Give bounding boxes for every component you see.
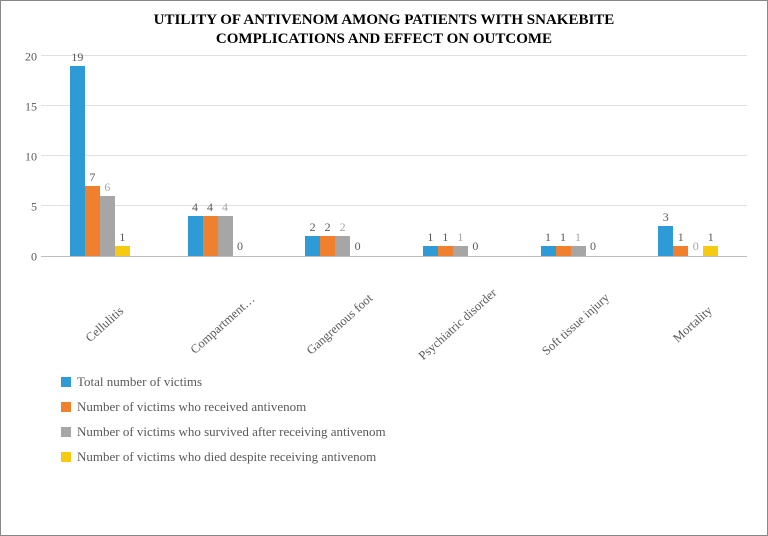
legend-item: Number of victims who survived after rec… [61,424,747,440]
bar: 0 [586,255,601,256]
bar: 2 [335,236,350,256]
bar-value-label: 4 [192,200,198,215]
bar-group: 1110 [394,57,512,256]
bar-value-label: 1 [708,230,714,245]
bar-value-label: 2 [310,220,316,235]
bar-value-label: 2 [325,220,331,235]
bar-value-label: 1 [560,230,566,245]
legend-swatch [61,377,71,387]
bar: 0 [233,255,248,256]
legend-label: Total number of victims [77,374,202,390]
bar-group: 4440 [159,57,277,256]
y-tick: 20 [25,49,37,64]
bar-value-label: 0 [237,239,243,254]
legend-swatch [61,452,71,462]
bar: 1 [453,246,468,256]
y-axis: 05101520 [11,57,41,257]
bar: 19 [70,66,85,256]
bar-value-label: 4 [222,200,228,215]
bar: 1 [541,246,556,256]
bar-value-label: 6 [104,180,110,195]
bar-group: 1110 [512,57,630,256]
legend-label: Number of victims who received antivenom [77,399,306,415]
bar: 2 [320,236,335,256]
bar-value-label: 1 [457,230,463,245]
x-axis-label: Cellulitis [56,279,153,369]
chart-title: UTILITY OF ANTIVENOM AMONG PATIENTS WITH… [1,1,767,53]
x-axis-label: Mortality [644,279,741,369]
bar-value-label: 19 [71,50,83,65]
bar: 1 [115,246,130,256]
x-axis-label: Compartment… [174,279,271,369]
x-axis-label: Psychiatric disorder [409,279,506,369]
bar-value-label: 3 [663,210,669,225]
chart-frame: UTILITY OF ANTIVENOM AMONG PATIENTS WITH… [0,0,768,536]
plot-wrap: 05101520 1976144402220111011103101 [41,57,747,257]
bar-value-label: 7 [89,170,95,185]
bar-value-label: 1 [545,230,551,245]
bar: 0 [468,255,483,256]
bar-value-label: 0 [693,239,699,254]
bar-group: 19761 [41,57,159,256]
bar: 7 [85,186,100,256]
bar: 0 [350,255,365,256]
legend-label: Number of victims who died despite recei… [77,449,376,465]
legend-item: Total number of victims [61,374,747,390]
x-axis-label: Soft tissue injury [527,279,624,369]
legend-item: Number of victims who received antivenom [61,399,747,415]
bar-value-label: 0 [355,239,361,254]
bar-value-label: 1 [427,230,433,245]
bar-value-label: 4 [207,200,213,215]
bar: 2 [305,236,320,256]
gridline [41,55,747,56]
bar: 1 [673,246,688,256]
bar-value-label: 1 [442,230,448,245]
y-tick: 5 [31,199,37,214]
bar-value-label: 2 [340,220,346,235]
bar: 1 [438,246,453,256]
bar: 4 [188,216,203,256]
bar: 1 [423,246,438,256]
legend: Total number of victims Number of victims… [61,374,747,465]
bar: 4 [218,216,233,256]
bar: 1 [571,246,586,256]
bar-value-label: 1 [575,230,581,245]
bar: 1 [703,246,718,256]
title-line: UTILITY OF ANTIVENOM AMONG PATIENTS WITH… [154,12,615,28]
bar-value-label: 1 [678,230,684,245]
y-tick: 15 [25,99,37,114]
x-axis-labels: CellulitisCompartment…Gangrenous footPsy… [41,263,747,278]
legend-swatch [61,427,71,437]
y-tick: 10 [25,149,37,164]
bar-value-label: 0 [472,239,478,254]
bar: 0 [688,255,703,256]
bar: 1 [556,246,571,256]
bar-groups: 1976144402220111011103101 [41,57,747,256]
title-line: COMPLICATIONS AND EFFECT ON OUTCOME [216,31,552,47]
legend-label: Number of victims who survived after rec… [77,424,386,440]
legend-item: Number of victims who died despite recei… [61,449,747,465]
bar-group: 2220 [276,57,394,256]
y-tick: 0 [31,249,37,264]
bar: 4 [203,216,218,256]
bar-value-label: 0 [590,239,596,254]
bar-value-label: 1 [119,230,125,245]
bar: 3 [658,226,673,256]
bar-group: 3101 [629,57,747,256]
legend-swatch [61,402,71,412]
plot-area: 1976144402220111011103101 [41,57,747,257]
x-axis-label: Gangrenous foot [291,279,388,369]
bar: 6 [100,196,115,256]
